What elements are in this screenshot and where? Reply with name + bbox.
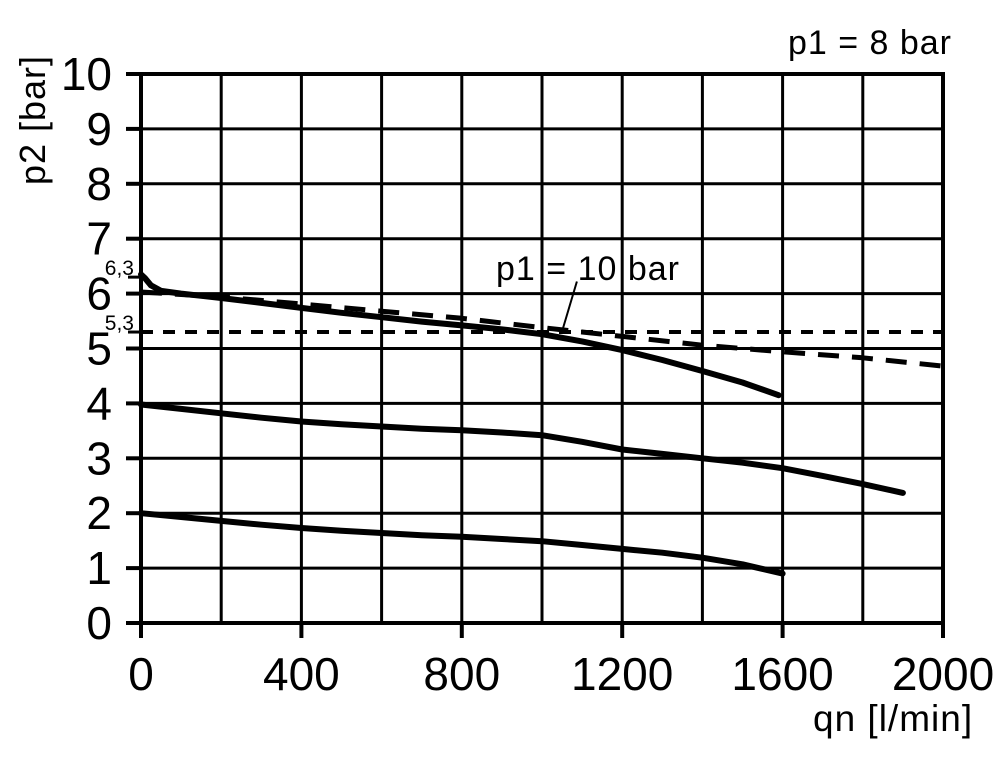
y-tick-label: 1 bbox=[86, 542, 112, 594]
y-tick-label: 10 bbox=[61, 48, 112, 100]
annotation-leader-line bbox=[561, 281, 578, 330]
curve-set-4-bar bbox=[138, 401, 906, 496]
y-tick-label: 8 bbox=[86, 158, 112, 210]
curve-set-2-bar bbox=[138, 510, 786, 577]
x-tick-label: 1200 bbox=[571, 648, 673, 700]
curve-set-6-3-bar-p1-8 bbox=[138, 271, 782, 399]
y-special-tick-label: 6,3 bbox=[105, 257, 134, 280]
annotation-p1-10bar: p1 = 10 bar bbox=[496, 250, 680, 288]
x-tick-label: 0 bbox=[128, 648, 154, 700]
x-axis-label: qn [l/min] bbox=[813, 698, 974, 739]
curve-p1-10-bar bbox=[140, 289, 944, 369]
y-tick-label: 7 bbox=[86, 213, 112, 265]
y-tick-label: 9 bbox=[86, 103, 112, 155]
y-special-tick-label: 5,3 bbox=[105, 312, 134, 335]
x-tick-label: 800 bbox=[423, 648, 500, 700]
y-tick-label: 5 bbox=[86, 323, 112, 375]
x-tick-label: 2000 bbox=[892, 648, 994, 700]
x-tick-label: 1600 bbox=[731, 648, 833, 700]
x-tick-label: 400 bbox=[263, 648, 340, 700]
y-tick-label: 3 bbox=[86, 432, 112, 484]
y-tick-label: 2 bbox=[86, 487, 112, 539]
y-tick-label: 6 bbox=[86, 268, 112, 320]
chart-title: p1 = 8 bar bbox=[787, 24, 952, 62]
y-tick-label: 4 bbox=[86, 377, 112, 429]
y-tick-label: 0 bbox=[86, 597, 112, 649]
